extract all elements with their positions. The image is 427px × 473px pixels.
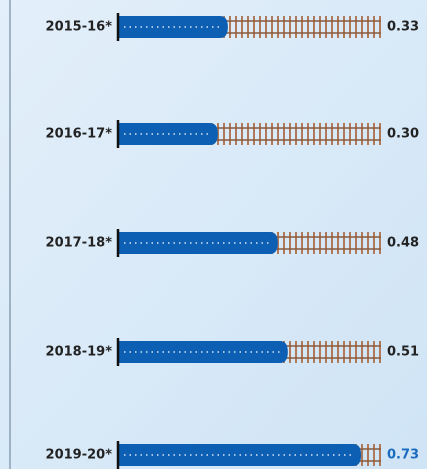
value-label: 0.30 (387, 127, 419, 142)
category-label: 2018-19* (46, 345, 113, 360)
value-label: 0.48 (387, 236, 419, 251)
value-label: 0.73 (387, 448, 419, 463)
bar (118, 123, 218, 145)
value-label: 0.51 (387, 345, 419, 360)
page: {"chart_data": {"type": "bar", "orientat… (0, 0, 427, 469)
category-label: 2019-20* (46, 448, 113, 463)
chart: 2015-16* 0.33 2016-17* 0.30 2017-18* 0.48 2018… (0, 0, 427, 469)
bar (118, 16, 228, 38)
value-label: 0.33 (387, 20, 419, 35)
category-label: 2016-17* (46, 127, 113, 142)
category-label: 2015-16* (46, 20, 113, 35)
category-label: 2017-18* (46, 236, 113, 251)
